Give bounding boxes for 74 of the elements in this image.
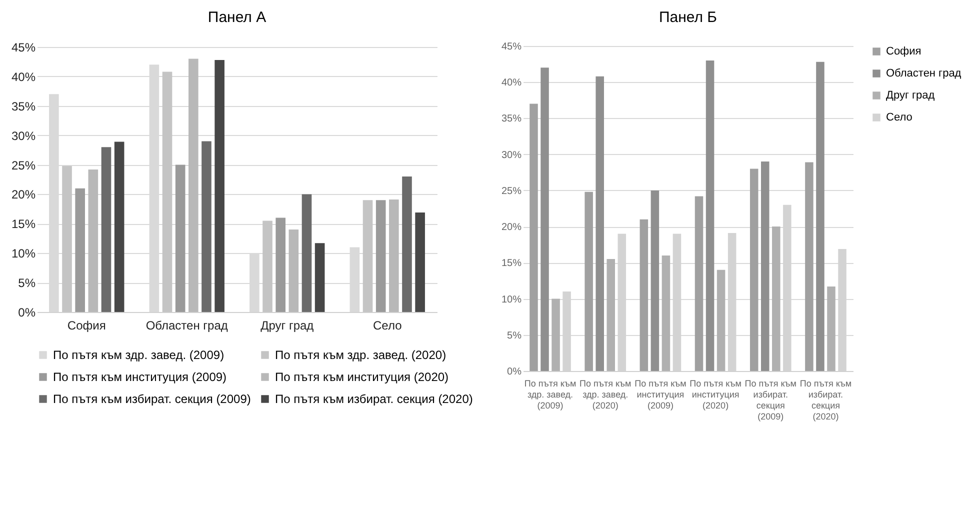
bar — [552, 298, 560, 371]
x-tick-label: По пътя към избират. секция (2020) — [800, 378, 852, 422]
bar — [805, 162, 814, 371]
y-tick-label: 25% — [501, 186, 522, 197]
bar — [88, 169, 98, 312]
x-tick-label: По пътя към институция (2020) — [690, 378, 742, 410]
y-tick-label: 45% — [501, 42, 522, 52]
x-tick-label: По пътя към институция (2009) — [634, 378, 686, 410]
y-tick-label: 5% — [18, 276, 36, 290]
y-tick-label: 30% — [11, 128, 36, 143]
bar — [214, 60, 224, 312]
legend-label: По пътя към институция (2009) — [53, 370, 227, 384]
bar — [276, 218, 286, 312]
x-tick-label: По пътя към здр. завед. (2020) — [579, 378, 632, 410]
x-tick-label: Областен град — [146, 318, 228, 332]
y-tick-label: 10% — [11, 246, 36, 261]
bar — [175, 164, 186, 312]
bar — [302, 194, 312, 312]
bar — [202, 141, 212, 312]
bar — [114, 142, 124, 312]
y-tick-label: 15% — [501, 258, 522, 270]
y-tick-label: 20% — [501, 222, 522, 234]
bar — [376, 200, 386, 312]
legend-label: Друг град — [886, 90, 936, 102]
x-tick-label: По пътя към здр. завед. (2009) — [524, 378, 576, 410]
bar — [188, 58, 198, 312]
bar — [314, 243, 325, 312]
bar — [716, 270, 726, 371]
y-tick-label: 40% — [501, 78, 522, 89]
bar — [706, 60, 714, 371]
bar — [750, 168, 758, 371]
y-tick-label: 20% — [11, 188, 36, 202]
legend-label: По пътя към институция (2020) — [275, 370, 449, 384]
bar — [772, 226, 780, 371]
bar — [596, 76, 604, 371]
bar — [606, 259, 616, 371]
legend-label: Село — [886, 112, 912, 124]
y-tick-label: 0% — [18, 306, 36, 320]
bar — [827, 286, 836, 371]
legend-label: Областен град — [886, 68, 962, 80]
bar — [760, 162, 770, 371]
legend-label: По пътя към здр. завед. (2009) — [53, 348, 224, 362]
x-tick-label: София — [67, 318, 106, 332]
y-tick-label: 45% — [11, 40, 36, 54]
y-tick-label: 10% — [501, 294, 522, 306]
bar — [540, 68, 549, 371]
bar — [662, 255, 670, 371]
bar — [288, 230, 299, 312]
y-tick-label: 35% — [501, 114, 522, 125]
bar — [389, 200, 399, 312]
bar — [694, 196, 704, 371]
legend-label: София — [886, 46, 922, 58]
bar — [650, 190, 660, 371]
bar — [584, 192, 593, 371]
y-tick-label: 30% — [501, 150, 522, 161]
bar — [415, 212, 425, 312]
bar — [530, 104, 538, 371]
x-tick-label: Друг град — [260, 318, 314, 332]
y-tick-label: 35% — [11, 99, 36, 114]
bar — [402, 176, 412, 312]
chart-title: Панел Б — [658, 9, 718, 26]
y-tick-label: 25% — [11, 158, 36, 172]
y-tick-label: 0% — [507, 366, 522, 378]
legend-label: По пътя към здр. завед. (2020) — [275, 348, 446, 362]
bar — [101, 147, 112, 312]
x-tick-label: Село — [372, 318, 402, 332]
bar — [816, 62, 824, 371]
y-tick-label: 40% — [11, 70, 36, 84]
bar — [75, 188, 85, 312]
chart-title: Панел А — [208, 9, 266, 26]
y-tick-label: 15% — [11, 217, 36, 232]
bar — [640, 219, 648, 371]
x-tick-label: По пътя към избират. секция (2009) — [744, 378, 797, 422]
y-tick-label: 5% — [507, 330, 522, 342]
